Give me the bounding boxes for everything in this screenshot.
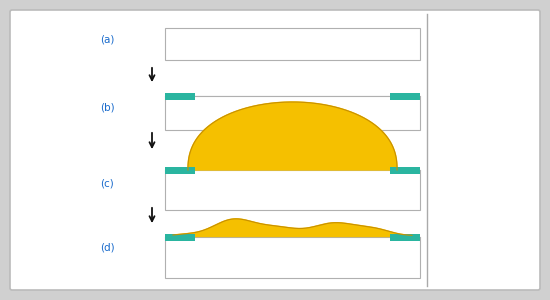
FancyBboxPatch shape [10,10,540,290]
Text: (c): (c) [101,178,114,188]
Bar [165,96,420,130]
Polygon shape [173,219,412,236]
Bar [165,92,195,100]
Text: (a): (a) [100,35,114,45]
Bar [165,237,420,278]
Bar [165,28,420,60]
Bar [165,233,195,241]
Bar [390,233,420,241]
Text: (d): (d) [100,243,115,253]
Bar [390,167,420,173]
Bar [390,92,420,100]
Bar [165,167,195,173]
Bar [165,170,420,210]
Polygon shape [188,102,397,170]
Text: (b): (b) [100,103,115,113]
